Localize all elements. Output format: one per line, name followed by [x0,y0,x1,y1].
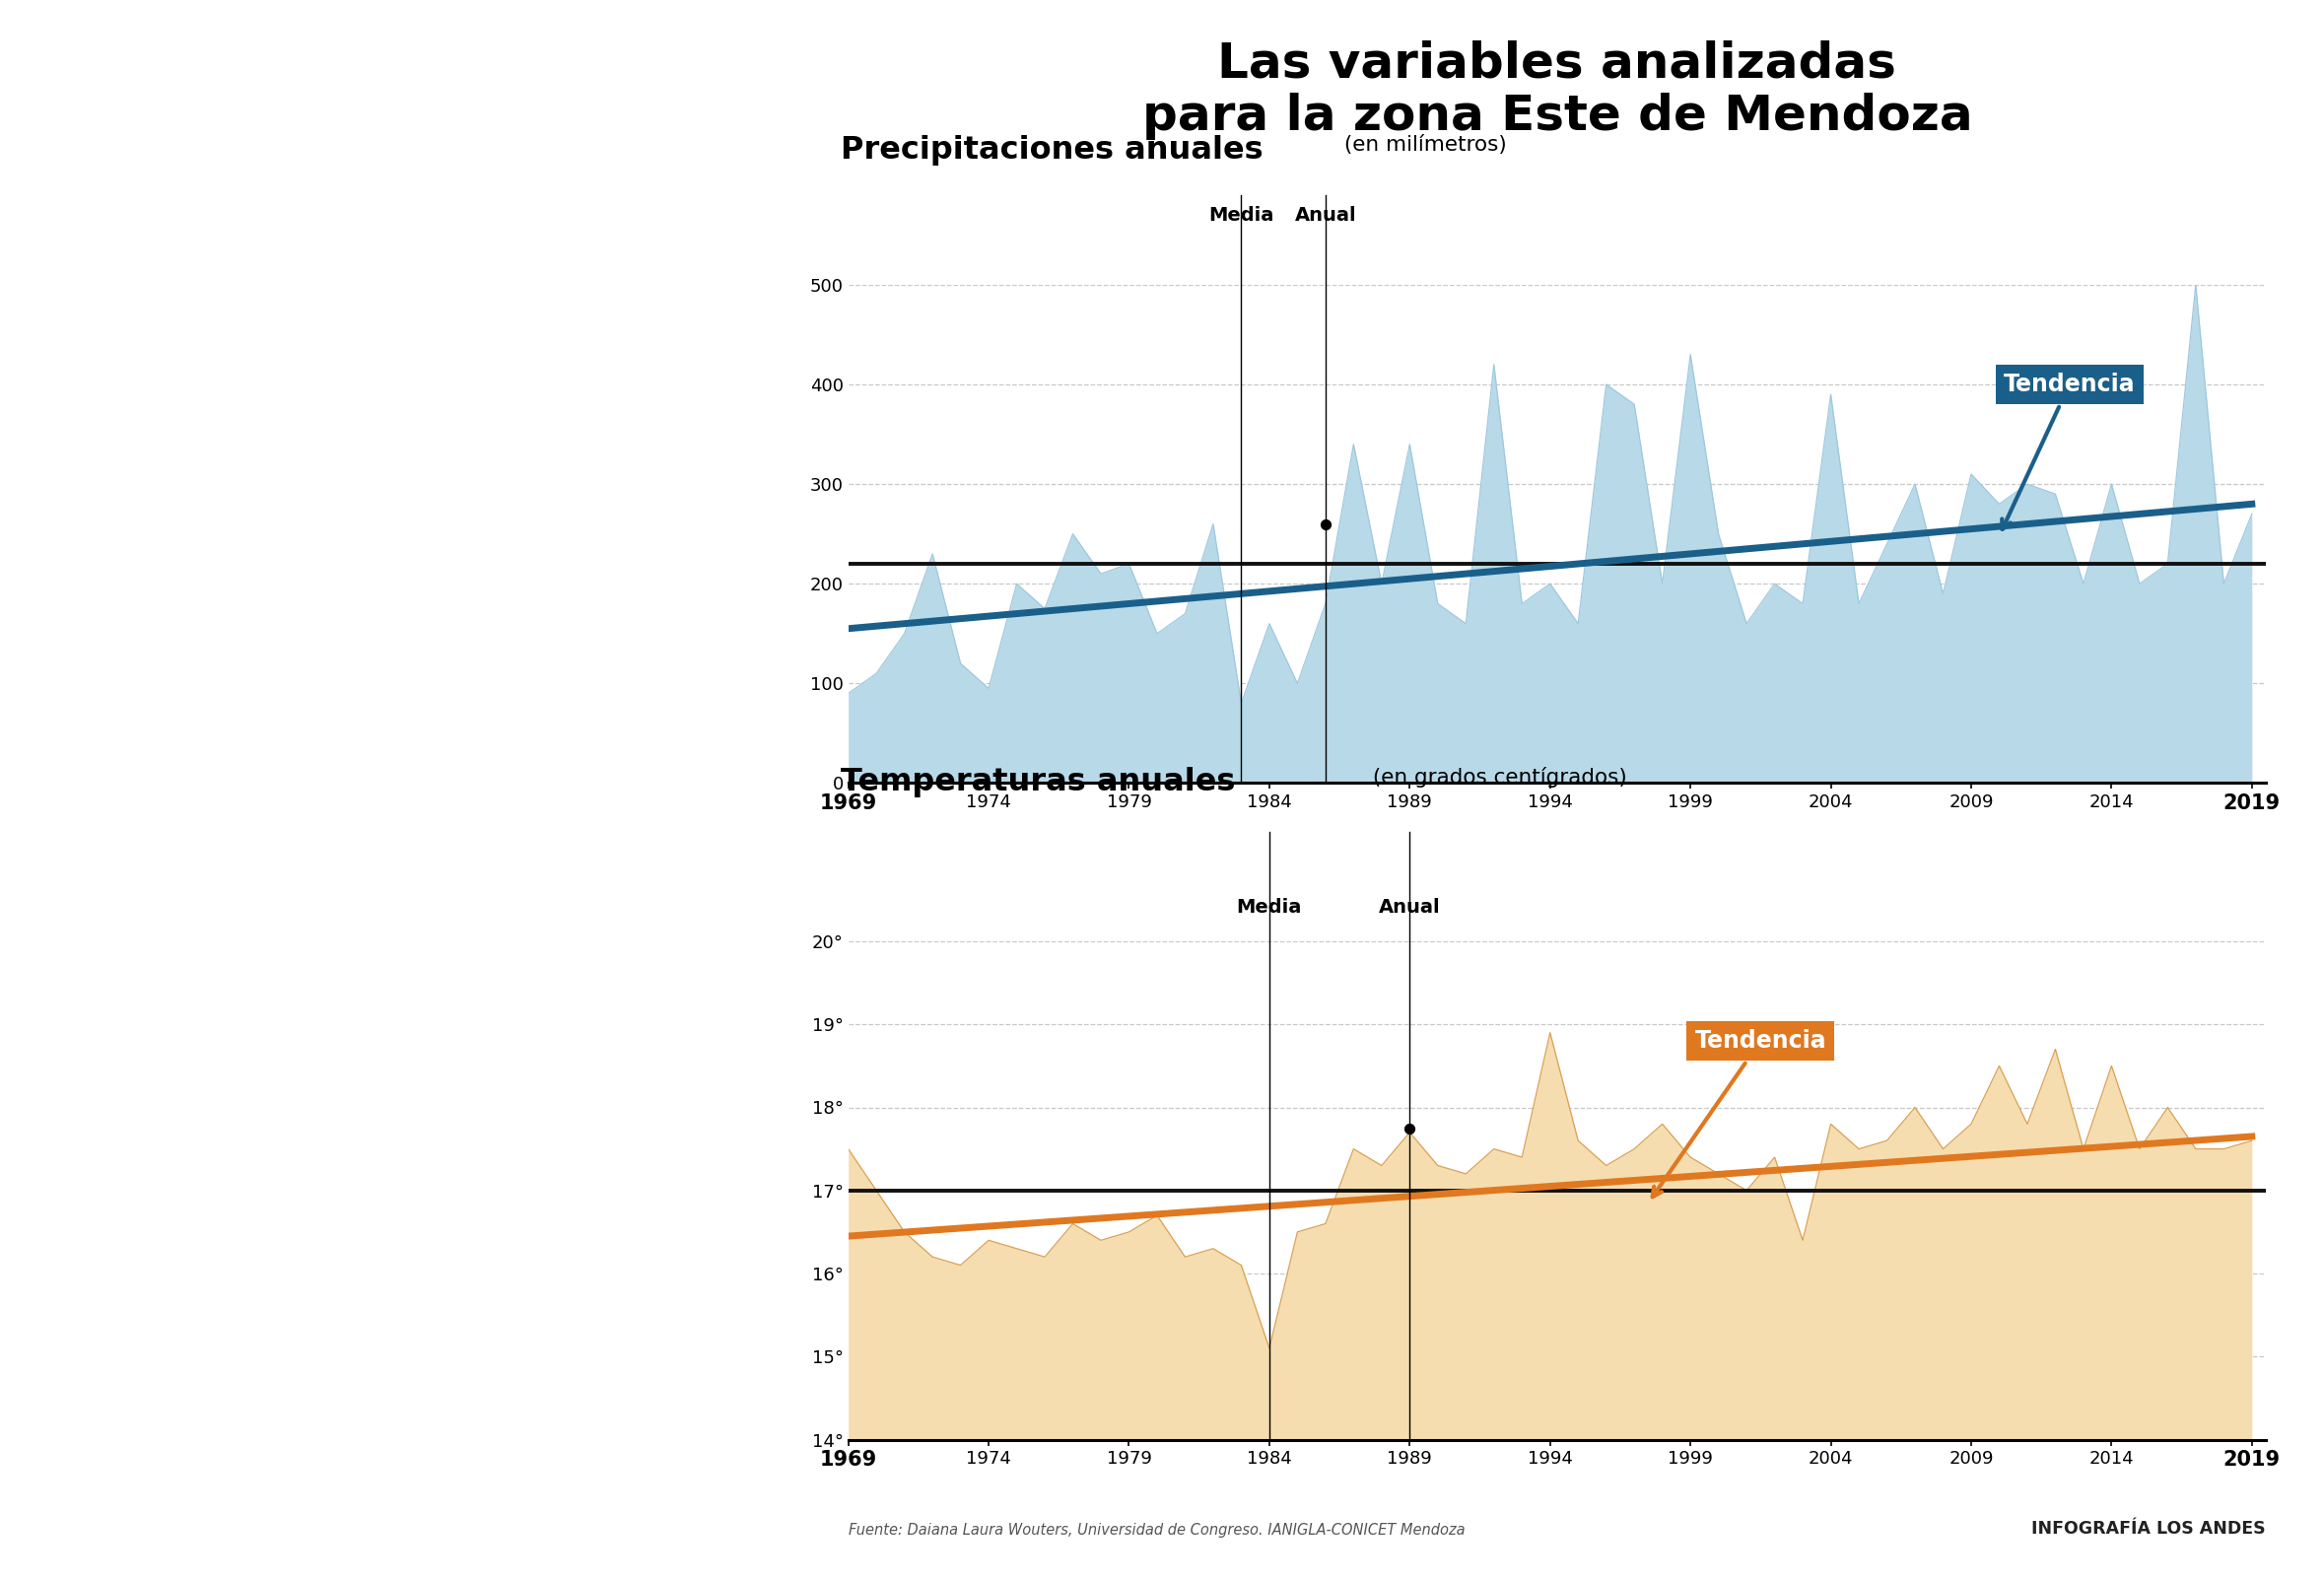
Text: Anual: Anual [1378,897,1441,916]
Text: Las variables analizadas
para la zona Este de Mendoza: Las variables analizadas para la zona Es… [1141,40,1973,139]
Text: Media: Media [1208,206,1274,225]
Point [1392,1115,1429,1141]
Text: Precipitaciones anuales: Precipitaciones anuales [841,134,1264,166]
Text: Anual: Anual [1294,206,1357,225]
Text: Fuente: Daiana Laura Wouters, Universidad de Congreso. IANIGLA-CONICET Mendoza: Fuente: Daiana Laura Wouters, Universida… [848,1523,1464,1538]
Text: (en milímetros): (en milímetros) [1336,134,1506,155]
Text: Tendencia: Tendencia [1652,1030,1827,1198]
Text: Temperaturas anuales: Temperaturas anuales [841,767,1236,797]
Text: Tendencia: Tendencia [2001,373,2136,530]
Text: INFOGRAFÍA LOS ANDES: INFOGRAFÍA LOS ANDES [2031,1520,2266,1538]
Text: Media: Media [1236,897,1301,916]
Point [1306,511,1343,536]
Text: (en grados centígrados): (en grados centígrados) [1367,767,1627,788]
